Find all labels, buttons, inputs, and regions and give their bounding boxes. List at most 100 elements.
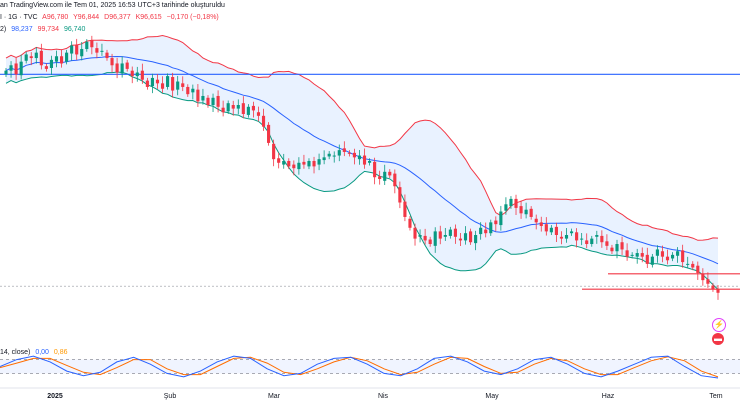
- candle-body: [362, 155, 367, 165]
- candle-body: [393, 173, 397, 187]
- candle: [403, 194, 407, 222]
- stoch-legend[interactable]: 14, close) 0,00 0,86: [0, 349, 71, 356]
- candle-body: [277, 158, 281, 163]
- symbol-label[interactable]: I · 1G · TVC: [0, 14, 38, 21]
- candle: [388, 169, 392, 179]
- candle: [696, 261, 700, 280]
- candle-body: [155, 79, 160, 84]
- lightning-icon[interactable]: ⚡: [712, 318, 726, 332]
- bollinger-bands: [5, 34, 719, 290]
- candle-body: [660, 251, 665, 257]
- stoch-d-line: [0, 356, 719, 378]
- candle-body: [49, 59, 54, 68]
- candle-body: [378, 176, 382, 180]
- stoch-label: 14, close): [0, 349, 31, 356]
- candle-body: [620, 242, 624, 250]
- candle: [418, 229, 422, 243]
- candle-body: [428, 239, 432, 245]
- candle: [115, 57, 119, 79]
- candle-body: [267, 124, 271, 143]
- candle-body: [342, 148, 346, 152]
- candle: [625, 243, 629, 261]
- candle-body: [519, 206, 523, 214]
- candle-body: [453, 228, 457, 237]
- candle-body: [59, 56, 64, 64]
- x-tick-label: May: [485, 393, 499, 400]
- candle: [615, 239, 619, 259]
- candle: [575, 228, 579, 248]
- candle: [317, 153, 321, 171]
- candle-body: [34, 52, 38, 59]
- candle-body: [645, 254, 649, 264]
- candle-body: [458, 238, 463, 241]
- candle-body: [166, 76, 170, 87]
- candle-body: [236, 105, 240, 109]
- candle: [297, 157, 301, 175]
- candle-body: [676, 251, 680, 256]
- candle: [135, 66, 139, 82]
- candle: [267, 122, 271, 146]
- candle-body: [302, 161, 306, 165]
- candle-body: [29, 56, 33, 59]
- candle: [463, 226, 468, 245]
- candle-body: [615, 244, 619, 252]
- candle-body: [201, 95, 205, 101]
- candle-body: [221, 107, 225, 113]
- candle-body: [171, 77, 175, 91]
- candle: [100, 43, 104, 56]
- bb-basis-line: [5, 55, 719, 265]
- candle-body: [120, 63, 124, 74]
- candle-body: [610, 247, 614, 252]
- candle-body: [474, 235, 478, 244]
- candle: [292, 160, 296, 176]
- candle-body: [711, 285, 715, 290]
- candle-body: [54, 56, 59, 62]
- candle-body: [135, 72, 139, 77]
- candle: [408, 216, 412, 231]
- x-tick-label: Tem: [709, 393, 722, 400]
- candle: [90, 35, 94, 55]
- candle: [529, 206, 533, 220]
- candle: [70, 41, 74, 61]
- candle-body: [514, 198, 518, 208]
- candle-body: [145, 80, 149, 87]
- candle-body: [282, 160, 286, 165]
- bb-legend[interactable]: 2) 98,237 99,734 96,740: [0, 26, 88, 33]
- candle-body: [337, 150, 341, 156]
- candle: [373, 157, 377, 185]
- candle: [650, 253, 654, 268]
- bb-lower-value: 96,740: [63, 26, 86, 33]
- candle-body: [9, 65, 13, 71]
- candle: [241, 96, 245, 119]
- candle: [110, 53, 114, 73]
- candle-body: [256, 112, 261, 116]
- candle-body: [595, 235, 599, 237]
- candle-body: [423, 235, 427, 241]
- candle-body: [438, 231, 442, 239]
- candle-body: [408, 218, 412, 228]
- candle: [534, 214, 538, 230]
- candle: [347, 150, 351, 157]
- candle: [499, 205, 503, 231]
- candle: [125, 59, 129, 72]
- candle-body: [272, 143, 276, 160]
- candle: [80, 41, 84, 61]
- candle-body: [640, 253, 644, 257]
- candle-body: [216, 95, 220, 107]
- candle: [49, 55, 54, 76]
- candle: [196, 84, 200, 107]
- x-tick-label: Haz: [602, 393, 615, 400]
- candle-body: [85, 41, 89, 50]
- flag-icon[interactable]: ▬: [712, 333, 724, 345]
- candle: [605, 234, 609, 250]
- candle: [166, 73, 170, 90]
- candle: [670, 252, 675, 262]
- change-value: −0,170 (−0,18%): [166, 14, 219, 21]
- candle-body: [549, 227, 553, 233]
- candle: [332, 151, 336, 163]
- candle-body: [696, 265, 700, 273]
- candle-body: [297, 162, 301, 170]
- candle: [181, 76, 185, 92]
- candle-body: [196, 89, 200, 102]
